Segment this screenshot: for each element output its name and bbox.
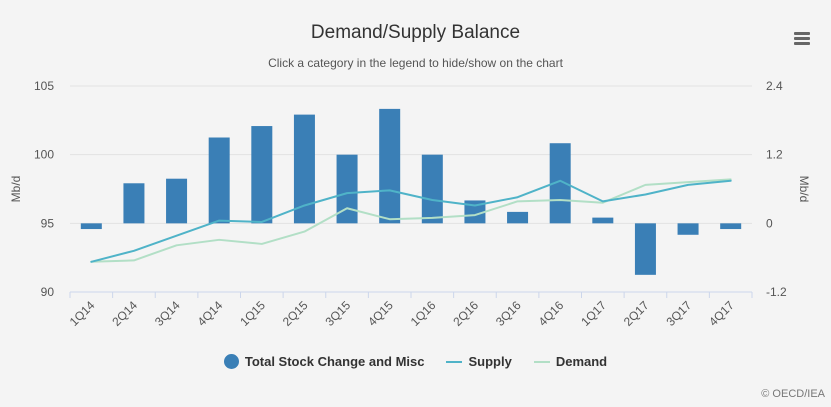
bar: [634, 223, 656, 275]
right-axis-tick-label: -1.2: [766, 285, 787, 299]
x-axis-tick-label: 3Q14: [152, 298, 183, 329]
bar: [336, 154, 358, 224]
legend-marker-stock-change: [223, 354, 239, 369]
bar: [80, 223, 102, 230]
demand-line: [90, 178, 732, 263]
left-axis-tick-label: 95: [41, 216, 55, 230]
x-axis-tick-label: 4Q16: [536, 298, 567, 329]
bar: [251, 126, 273, 224]
supply-line: [90, 179, 732, 263]
right-axis-tick-label: 2.4: [766, 79, 783, 93]
credit: © OECD/IEA: [761, 388, 825, 400]
right-axis-tick-label: 1.2: [766, 148, 783, 162]
x-axis-tick-label: 4Q15: [365, 298, 396, 329]
bar: [464, 200, 486, 224]
chart-subtitle: Click a category in the legend to hide/s…: [268, 56, 563, 70]
x-axis-tick-label: 2Q16: [450, 298, 481, 329]
left-axis-tick-label: 100: [34, 148, 54, 162]
legend-item-stock-change[interactable]: Total Stock Change and Misc: [223, 354, 425, 369]
x-axis-tick-label: 3Q15: [323, 298, 354, 329]
bar: [123, 183, 145, 224]
bar: [677, 223, 699, 235]
x-axis-tick-label: 3Q16: [493, 298, 524, 329]
legend-item-demand[interactable]: Demand: [533, 354, 608, 369]
bar: [379, 108, 401, 224]
bar: [720, 223, 742, 230]
x-axis-tick-label: 4Q17: [706, 298, 737, 329]
bar: [293, 114, 315, 224]
legend-marker-supply: [446, 360, 463, 363]
bar: [166, 178, 188, 224]
legend-label-demand: Demand: [555, 354, 608, 369]
bar: [507, 211, 529, 224]
x-axis-tick-label: 2Q17: [621, 298, 652, 329]
legend-label-supply: Supply: [468, 354, 512, 369]
x-axis-tick-label: 1Q14: [67, 298, 98, 329]
legend: Total Stock Change and Misc Supply Deman…: [0, 354, 831, 369]
x-axis-tick-label: 4Q14: [195, 298, 226, 329]
left-axis-tick-label: 105: [34, 79, 54, 93]
x-axis-tick-label: 1Q15: [237, 298, 268, 329]
left-axis-title: Mb/d: [9, 176, 23, 203]
x-axis-tick-label: 2Q15: [280, 298, 311, 329]
bar: [592, 217, 614, 224]
bar: [549, 143, 571, 224]
menu-icon[interactable]: [790, 28, 814, 50]
legend-label-stock-change: Total Stock Change and Misc: [244, 354, 425, 369]
bar: [208, 137, 230, 224]
x-axis-tick-label: 1Q17: [578, 298, 609, 329]
right-axis-tick-label: 0: [766, 216, 773, 230]
chart-title: Demand/Supply Balance: [310, 22, 521, 43]
legend-item-supply[interactable]: Supply: [446, 354, 512, 369]
x-axis-tick-label: 2Q14: [109, 298, 140, 329]
legend-marker-demand: [533, 360, 550, 363]
left-axis-tick-label: 90: [41, 285, 55, 299]
x-axis-tick-label: 3Q17: [664, 298, 695, 329]
bar: [421, 154, 443, 224]
right-axis-title: Mb/d: [797, 176, 811, 203]
x-axis-tick-label: 1Q16: [408, 298, 439, 329]
